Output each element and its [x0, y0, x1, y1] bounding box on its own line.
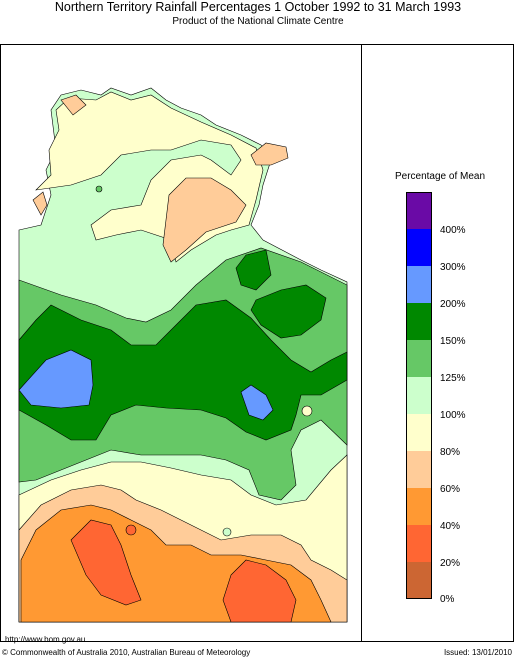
region-20-40-south-east: [222, 559, 297, 623]
map-title: Northern Territory Rainfall Percentages …: [54, 0, 462, 14]
legend-box-60: [406, 451, 432, 488]
map-subtitle: Product of the National Climate Centre: [172, 16, 344, 27]
region-150-200-east: [235, 249, 272, 291]
legend-label-100: 100%: [440, 410, 466, 421]
region-20-40-south-west: [70, 519, 142, 606]
region-80-100-spot: [301, 405, 313, 417]
legend-label-60: 60%: [440, 484, 461, 495]
legend-box-300: [406, 229, 432, 266]
legend-label-80: 80%: [440, 447, 461, 458]
legend-label-40: 40%: [440, 521, 461, 532]
region-150-200-ne: [250, 284, 327, 339]
region-100-125-spot: [222, 527, 232, 537]
copyright-text: © Commonwealth of Australia 2010, Austra…: [2, 648, 251, 657]
issued-date: Issued: 13/01/2010: [443, 648, 512, 657]
legend-label-300: 300%: [440, 262, 466, 273]
region-200-300-west: [18, 349, 94, 409]
legend-box-400: [406, 192, 432, 229]
region-60-80-nw: [32, 191, 48, 216]
legend-box-125: [406, 340, 432, 377]
legend-box-0: [406, 562, 432, 599]
rainfall-map: [18, 87, 348, 623]
legend-box-40: [406, 488, 432, 525]
region-20-40-spot: [125, 524, 137, 536]
legend-box-150: [406, 303, 432, 340]
legend-label-125: 125%: [440, 373, 466, 384]
legend-title: Percentage of Mean: [394, 171, 486, 182]
region-60-80-north: [162, 177, 247, 263]
region-200-300-central: [240, 384, 274, 421]
legend-box-20: [406, 525, 432, 562]
region-60-80-ne: [250, 142, 289, 166]
legend-box-100: [406, 377, 432, 414]
region-60-80-island: [60, 94, 87, 116]
region-125-150-spot: [95, 185, 103, 193]
legend-label-200: 200%: [440, 299, 466, 310]
legend-box-80: [406, 414, 432, 451]
legend-divider: [361, 44, 362, 642]
legend-label-150: 150%: [440, 336, 466, 347]
legend-label-400: 400%: [440, 225, 466, 236]
legend-label-0: 0%: [440, 594, 455, 605]
legend-label-20: 20%: [440, 558, 461, 569]
legend-box-200: [406, 266, 432, 303]
source-url[interactable]: http://www.bom.gov.au: [5, 635, 86, 644]
map-frame: [0, 44, 514, 642]
